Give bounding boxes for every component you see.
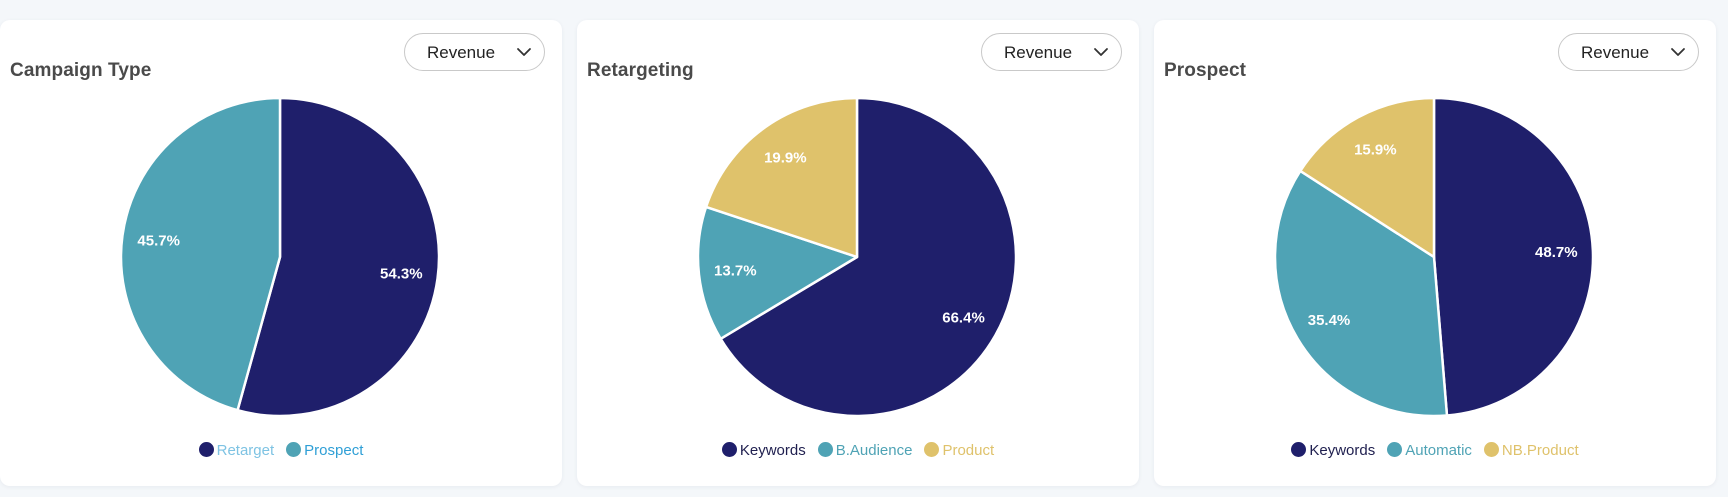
retargeting-card: Retargeting Revenue 66.4% 13.7% 19.9% Keyw… [577,20,1139,486]
pie-slice-product[interactable] [704,96,859,259]
legend-dot-icon [924,442,940,457]
card-title: Campaign Type [10,60,152,81]
legend-label: NB.Product [1501,442,1579,459]
legend-dot-icon [286,442,302,457]
slice-percent-label: 48.7% [1535,244,1578,261]
chevron-down-icon [1094,48,1108,56]
legend-label: Automatic [1405,442,1472,459]
card-title: Prospect [1164,60,1247,81]
legend-label: Product [942,442,995,459]
slice-percent-label: 35.4% [1308,312,1351,329]
legend-label: Prospect [304,442,364,459]
pie-slice-keywords[interactable] [719,96,1018,418]
legend-dot-icon [1483,442,1499,457]
pie-slice-nb-product[interactable] [1299,96,1436,259]
slice-percent-label: 15.9% [1354,142,1397,159]
campaign-type-card: Campaign Type Revenue 54.3% 45.7% Retarge… [0,20,562,486]
legend-item-product[interactable]: Product [924,442,994,459]
slice-percent-label: 13.7% [714,262,757,279]
legend-item-b-audience[interactable]: B.Audience [817,442,913,459]
dropdown-selected-value: Revenue [1004,43,1073,62]
chevron-down-icon [1671,48,1685,56]
metric-dropdown[interactable]: Revenue [404,33,545,71]
prospect-card: Prospect Revenue 48.7% 35.4% 15.9% Keyword… [1154,20,1716,486]
legend-dot-icon [721,442,737,457]
legend-dot-icon [817,442,833,457]
legend-dot-icon [1291,442,1307,457]
pie-slice-b-audience[interactable] [696,205,859,341]
pie-slice-keywords[interactable] [1432,96,1595,417]
metric-dropdown[interactable]: Revenue [1558,33,1699,71]
prospect-pie-chart: 48.7% 35.4% 15.9% [1273,96,1595,418]
legend-label: Retarget [216,442,275,459]
legend-dot-icon [1387,442,1403,457]
slice-percent-label: 54.3% [380,265,423,282]
legend-item-keywords[interactable]: Keywords [1291,442,1375,459]
slice-percent-label: 66.4% [942,309,985,326]
campaign-type-pie-chart: 54.3% 45.7% [119,96,441,418]
pie-slice-prospect[interactable] [119,96,282,412]
dropdown-selected-value: Revenue [427,43,496,62]
slice-percent-label: 45.7% [137,233,180,250]
pie-slice-retarget[interactable] [236,96,441,418]
retargeting-pie-chart: 66.4% 13.7% 19.9% [696,96,1018,418]
metric-dropdown[interactable]: Revenue [981,33,1122,71]
slice-percent-label: 19.9% [764,150,807,167]
chart-legend: Retarget Prospect [0,442,562,460]
legend-dot-icon [198,442,214,457]
card-title: Retargeting [587,60,694,81]
chart-legend: Keywords B.Audience Product [577,442,1139,460]
legend-item-automatic[interactable]: Automatic [1387,442,1472,459]
legend-item-prospect[interactable]: Prospect [286,442,363,459]
chart-legend: Keywords Automatic NB.Product [1154,442,1716,460]
legend-label: Keywords [1309,442,1376,459]
legend-label: B.Audience [835,442,913,459]
legend-item-nb-product[interactable]: NB.Product [1483,442,1579,459]
legend-label: Keywords [739,442,806,459]
chevron-down-icon [517,48,531,56]
dropdown-selected-value: Revenue [1581,43,1650,62]
legend-item-keywords[interactable]: Keywords [721,442,806,459]
legend-item-retarget[interactable]: Retarget [198,442,275,459]
pie-slice-automatic[interactable] [1273,169,1449,418]
